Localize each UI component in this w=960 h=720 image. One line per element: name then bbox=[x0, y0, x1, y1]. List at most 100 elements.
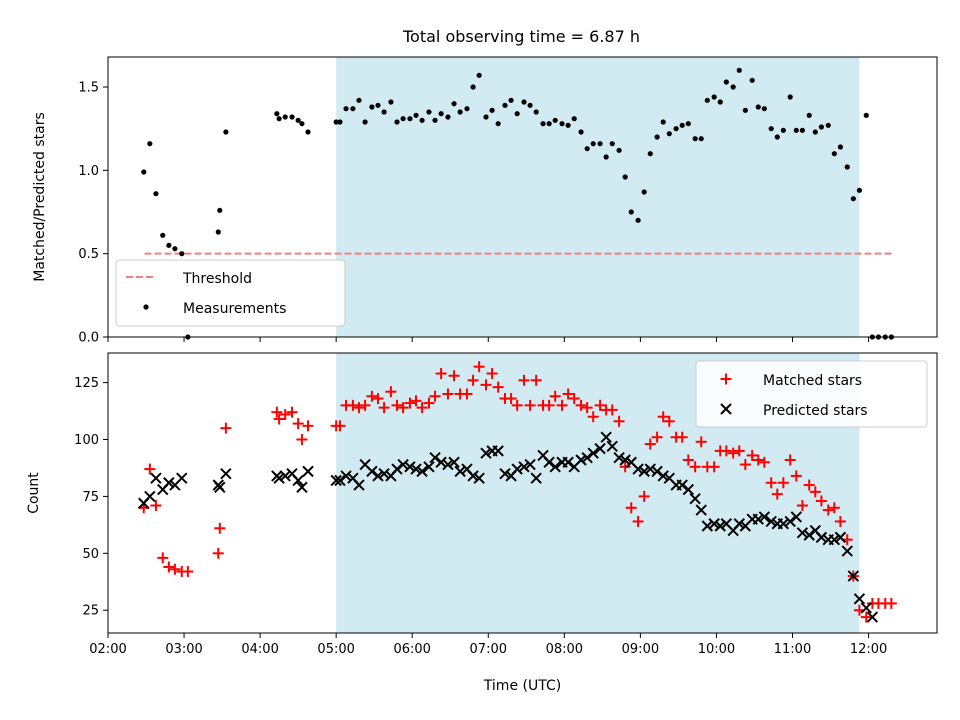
matched-star-point bbox=[150, 500, 162, 512]
predicted-star-point bbox=[511, 463, 523, 475]
measurement-point bbox=[305, 129, 311, 135]
measurement-point bbox=[282, 114, 288, 120]
measurement-point bbox=[223, 129, 229, 135]
matched-star-point bbox=[416, 402, 428, 414]
ratio-panel: 0.0 0.5 1.0 1.5 Matched/Predicted stars Thr… bbox=[32, 56, 938, 346]
measurement-point bbox=[546, 121, 552, 127]
measurement-point bbox=[381, 109, 387, 115]
predicted-star-point bbox=[353, 479, 365, 491]
measurement-point bbox=[451, 101, 457, 107]
predicted-star-point bbox=[492, 445, 504, 457]
matched-star-point bbox=[273, 413, 285, 425]
measurement-point bbox=[426, 109, 432, 115]
predicted-star-point-b bbox=[682, 483, 695, 496]
predicted-star-point bbox=[296, 481, 308, 494]
measurement-point bbox=[736, 67, 742, 73]
predicted-star-point-b bbox=[758, 511, 771, 523]
observing-window-shade bbox=[336, 57, 860, 337]
measurement-point bbox=[692, 136, 698, 142]
matched-star-point bbox=[182, 566, 194, 578]
matched-star-point bbox=[359, 399, 371, 411]
predicted-star-point-b bbox=[600, 431, 612, 443]
measurement-point bbox=[831, 151, 837, 157]
count-legend-box bbox=[695, 360, 928, 428]
count-legend: Matched stars Predicted stars bbox=[695, 360, 928, 428]
measurement-point bbox=[603, 154, 609, 160]
predicted-star-point-b bbox=[279, 470, 291, 482]
measurement-point bbox=[476, 72, 482, 78]
predicted-star-point bbox=[619, 454, 631, 466]
measurement-point bbox=[413, 112, 419, 118]
predicted-star-point bbox=[524, 458, 536, 471]
matched-star-point bbox=[391, 399, 403, 411]
predicted-star-point-b bbox=[435, 456, 447, 468]
predicted-star-point-b bbox=[613, 452, 625, 464]
measurement-point bbox=[761, 106, 767, 112]
matched-legend-label: Matched stars bbox=[763, 373, 862, 389]
predicted-star-point-b bbox=[638, 465, 650, 478]
measurement-point bbox=[647, 151, 653, 157]
predicted-star-point-b bbox=[397, 458, 409, 471]
matched-star-point bbox=[144, 463, 156, 475]
predicted-star-point bbox=[423, 461, 435, 473]
predicted-star-point bbox=[391, 463, 403, 475]
matched-star-point bbox=[212, 547, 224, 559]
predicted-star-point-b bbox=[473, 472, 485, 484]
measurement-point bbox=[160, 232, 166, 238]
predicted-star-point-b bbox=[467, 470, 479, 482]
measurement-point bbox=[388, 99, 394, 105]
predicted-star-point-b bbox=[866, 611, 879, 623]
y-tick-label: 25 bbox=[82, 604, 99, 619]
matched-star-point bbox=[366, 390, 378, 402]
y-tick-label: 100 bbox=[74, 433, 99, 448]
measurement-point bbox=[356, 97, 362, 103]
predicted-legend-swatch bbox=[720, 403, 732, 415]
predicted-star-point bbox=[701, 520, 714, 532]
predicted-star-point-b bbox=[537, 449, 549, 462]
measurements-layer bbox=[141, 67, 894, 340]
measurement-point bbox=[343, 106, 349, 112]
threshold-legend-label: Threshold bbox=[182, 271, 252, 287]
predicted-legend-marker bbox=[720, 403, 732, 415]
predicted-star-point-b bbox=[214, 481, 226, 494]
count-y-axis-label: Count bbox=[26, 472, 42, 514]
measurement-point bbox=[153, 191, 159, 197]
measurement-point bbox=[749, 77, 755, 83]
predicted-star-point-b bbox=[366, 465, 378, 478]
predicted-star-point bbox=[860, 602, 872, 614]
predicted-star-point bbox=[340, 470, 352, 482]
predicted-legend-marker-b bbox=[720, 403, 732, 415]
measurement-point bbox=[407, 116, 413, 122]
matched-star-point bbox=[480, 379, 492, 391]
predicted-star-point-b bbox=[286, 467, 298, 480]
predicted-star-point-b bbox=[429, 452, 441, 464]
measurement-point bbox=[274, 111, 280, 117]
matched-star-point bbox=[511, 399, 523, 411]
measurement-point bbox=[362, 119, 368, 125]
predicted-star-point bbox=[581, 452, 593, 464]
predicted-star-point bbox=[549, 461, 561, 473]
predicted-star-point bbox=[176, 472, 188, 484]
measurement-point bbox=[673, 126, 679, 132]
predicted-star-point-b bbox=[790, 511, 803, 523]
measurement-point bbox=[457, 109, 463, 115]
predicted-star-point-b bbox=[606, 440, 618, 453]
predicted-star-point-b bbox=[549, 461, 561, 473]
predicted-star-point bbox=[410, 463, 422, 475]
measurement-point bbox=[609, 141, 615, 147]
predicted-star-point-b bbox=[689, 492, 701, 505]
matched-star-point bbox=[429, 390, 441, 402]
predicted-star-point bbox=[834, 531, 847, 544]
y-tick-label: 1.0 bbox=[78, 164, 99, 179]
matched-star-point bbox=[410, 395, 422, 407]
predicted-star-point-b bbox=[530, 472, 542, 484]
predicted-star-point-b bbox=[803, 529, 815, 541]
matched-star-point bbox=[334, 420, 346, 432]
predicted-star-point bbox=[163, 477, 175, 489]
matched-star-point bbox=[435, 367, 447, 379]
measurement-point bbox=[590, 141, 596, 147]
predicted-star-point-b bbox=[292, 474, 304, 487]
predicted-star-point bbox=[366, 465, 378, 478]
measurement-point bbox=[215, 229, 221, 235]
matched-star-point bbox=[562, 388, 574, 400]
